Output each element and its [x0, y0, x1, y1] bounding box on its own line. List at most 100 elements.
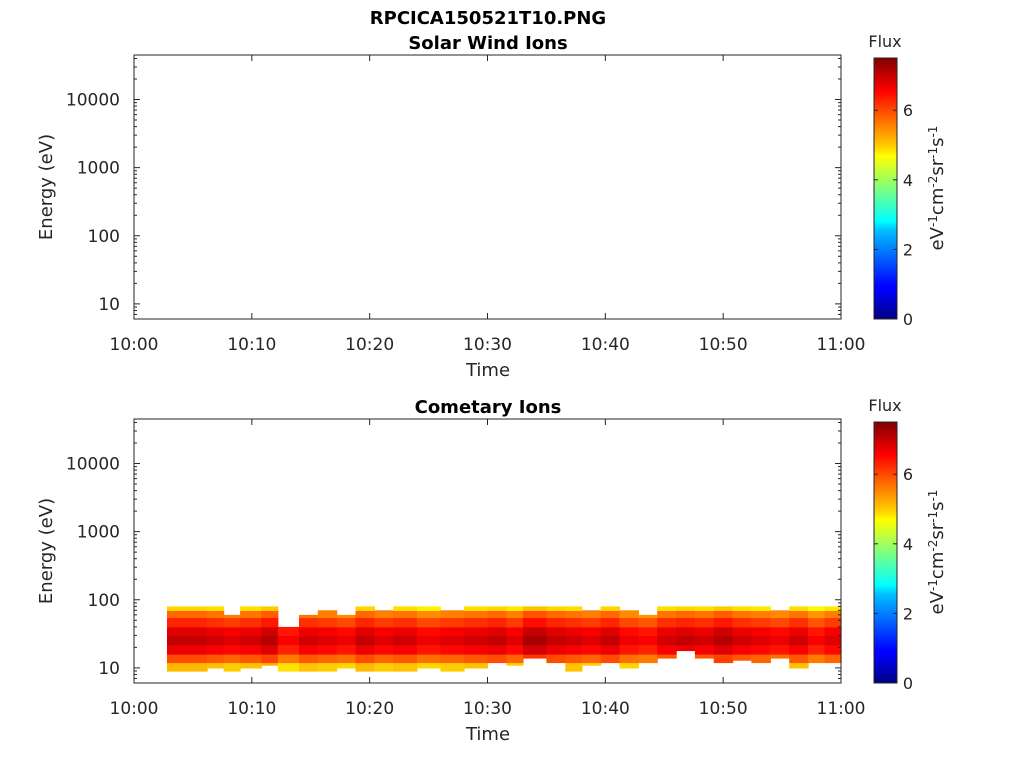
- heatmap-cell: [808, 654, 826, 664]
- heatmap-cell: [416, 662, 441, 669]
- heatmap-cell: [487, 610, 507, 618]
- heatmap-cell: [770, 654, 790, 659]
- heatmap-cell: [522, 644, 548, 655]
- heatmap-cell: [522, 617, 548, 628]
- x-axis-label: Time: [465, 724, 510, 745]
- heatmap-cell: [440, 662, 465, 672]
- heatmap-cell: [317, 654, 338, 664]
- heatmap-cell: [808, 606, 826, 611]
- heatmap-cell: [694, 610, 715, 618]
- heatmap-cell: [546, 606, 566, 611]
- heatmap-cell: [393, 654, 418, 664]
- heatmap-cell: [713, 606, 734, 611]
- heatmap-cell: [440, 610, 465, 618]
- heatmap-cell: [808, 610, 826, 618]
- heatmap-cell: [223, 626, 241, 636]
- heatmap-cell: [789, 617, 809, 628]
- heatmap-cell: [393, 635, 418, 646]
- heatmap-cell: [167, 626, 208, 636]
- heatmap-cell: [676, 606, 696, 611]
- heatmap-cell: [416, 606, 441, 611]
- heatmap-cell: [506, 617, 524, 628]
- heatmap-cell: [440, 626, 465, 636]
- heatmap-cell: [546, 626, 566, 636]
- heatmap-cell: [824, 617, 842, 628]
- heatmap-cell: [565, 617, 583, 628]
- panel-title: Solar Wind Ions: [408, 33, 567, 54]
- heatmap-cell: [207, 610, 225, 618]
- heatmap-cell: [506, 635, 524, 646]
- heatmap-cell: [565, 635, 583, 646]
- heatmap-cell: [440, 635, 465, 646]
- heatmap-cell: [732, 635, 753, 646]
- heatmap-cell: [789, 626, 809, 636]
- heatmap-cell: [374, 635, 394, 646]
- heatmap-cell: [393, 610, 418, 618]
- heatmap-cell: [261, 617, 279, 628]
- heatmap-cell: [506, 606, 524, 611]
- heatmap-cell: [770, 644, 790, 655]
- heatmap-cell: [824, 626, 842, 636]
- colorbar-ticks: 0 2 4 6: [874, 465, 913, 693]
- heatmap-cell: [732, 626, 753, 636]
- x-tick-label: 10:20: [345, 699, 394, 719]
- heatmap-cell: [565, 626, 583, 636]
- heatmap-cell: [299, 614, 319, 619]
- y-tick-label: 100: [88, 227, 120, 247]
- heatmap-cell: [694, 617, 715, 628]
- heatmap-cell: [463, 635, 489, 646]
- heatmap-cell: [317, 626, 338, 636]
- heatmap-cell: [824, 610, 842, 618]
- panel-solar-wind: Solar Wind Ions 10:00 10:10 10:20 10:30 10:4…: [36, 32, 948, 381]
- heatmap-cell: [240, 654, 262, 664]
- heatmap-cell: [600, 610, 621, 618]
- heatmap-cell: [167, 654, 208, 664]
- colorbar-title: Flux: [868, 32, 901, 51]
- heatmap-cell: [355, 654, 375, 664]
- colorbar-ticks: 0 2 4 6: [874, 101, 913, 329]
- heatmap-cell: [751, 654, 771, 664]
- heatmap-cell: [600, 606, 621, 611]
- heatmap-cell: [207, 654, 225, 664]
- heatmap-cell: [167, 662, 208, 672]
- heatmap-cell: [770, 635, 790, 646]
- heatmap-cell: [824, 654, 842, 664]
- heatmap-cell: [732, 617, 753, 628]
- x-tick-label: 10:00: [110, 699, 159, 719]
- heatmap-cell: [167, 644, 208, 655]
- heatmap-cell: [522, 606, 548, 611]
- heatmap-cell: [789, 606, 809, 611]
- heatmap-cell: [789, 644, 809, 655]
- y-tick-label: 1000: [77, 523, 120, 543]
- heatmap-cell: [261, 644, 279, 655]
- x-tick-label: 10:20: [345, 335, 394, 355]
- heatmap-cell: [565, 644, 583, 655]
- heatmap-cell: [789, 610, 809, 618]
- heatmap-cell: [565, 610, 583, 618]
- panel-title: Cometary Ions: [415, 397, 562, 418]
- cells-layer: [167, 606, 842, 672]
- heatmap-cell: [638, 617, 658, 628]
- heatmap-cell: [619, 617, 639, 628]
- heatmap-cell: [824, 635, 842, 646]
- heatmap-cell: [336, 617, 357, 628]
- heatmap-cell: [355, 606, 375, 611]
- heatmap-cell: [299, 617, 319, 628]
- y-ticks: 10 100 1000 10000: [66, 421, 841, 684]
- heatmap-cell: [355, 635, 375, 646]
- x-tick-label: 10:10: [227, 699, 276, 719]
- heatmap-cell: [751, 610, 771, 618]
- heatmap-cell: [581, 617, 602, 628]
- heatmap-cell: [732, 606, 753, 611]
- heatmap-cell: [619, 610, 639, 618]
- heatmap-cell: [463, 606, 489, 611]
- heatmap-cell: [416, 617, 441, 628]
- heatmap-cell: [522, 635, 548, 646]
- heatmap-cell: [223, 654, 241, 664]
- colorbar: [873, 421, 898, 684]
- heatmap-cell: [336, 644, 357, 655]
- heatmap-cell: [277, 626, 300, 636]
- heatmap-cell: [440, 654, 465, 664]
- figure-file-title: RPCICA150521T10.PNG: [370, 8, 606, 29]
- heatmap-cell: [240, 635, 262, 646]
